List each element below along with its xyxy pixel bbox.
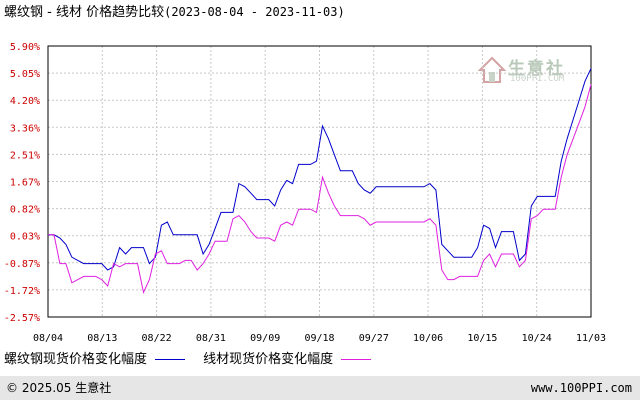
x-tick-label: 08/04 [33,333,63,344]
series-line-wire-rod[interactable] [48,84,592,294]
y-tick-label: 3.36% [10,123,40,134]
footer-copyright: © 2025.05 生意社 [6,381,112,395]
watermark-brand: 生意社 [508,59,565,79]
x-tick-label: 09/18 [304,333,334,344]
y-tick-label: 0.03% [10,232,40,243]
legend-label-rebar: 螺纹钢现货价格变化幅度 [4,352,148,367]
x-axis: 08/04 08/13 08/22 08/31 09/09 09/18 09/27 10/06… [33,333,606,344]
footer-bar: © 2025.05 生意社 www.100PPI.com [0,376,640,400]
x-tick-label: 10/06 [413,333,443,344]
house-logo-icon [478,56,506,83]
legend-swatch-rebar [155,359,186,360]
chart-title: 螺纹钢 - 线材 价格趋势比较(2023-08-04 - 2023-11-03) [4,2,345,22]
legend-item-rebar[interactable]: 螺纹钢现货价格变化幅度 [4,352,197,367]
x-tick-label: 09/27 [359,333,389,344]
chart-grid [48,46,591,317]
y-tick-label: 2.51% [10,150,40,161]
x-tick-label: 10/24 [522,333,552,344]
x-tick-label: 08/13 [87,333,117,344]
y-tick-label: -0.87% [4,259,40,270]
x-tick-label: 08/22 [142,333,172,344]
y-tick-label: 0.82% [10,205,40,216]
y-tick-label: -2.57% [4,313,40,324]
y-tick-label: 5.05% [10,69,40,80]
y-tick-label: 1.67% [10,178,40,189]
x-tick-label: 11/03 [576,333,606,344]
x-tick-label: 08/31 [196,333,226,344]
y-axis: 5.90% 5.05% 4.20% 3.36% 2.51% 1.67% 0.82% 0.03%… [4,42,40,324]
plot-area [47,45,592,318]
legend: 螺纹钢现货价格变化幅度 线材现货价格变化幅度 [4,350,379,370]
legend-label-wire-rod: 线材现货价格变化幅度 [203,352,334,367]
chart-title-text: 螺纹钢 - 线材 价格趋势比较 [4,5,165,20]
legend-item-wire-rod[interactable]: 线材现货价格变化幅度 [203,352,379,367]
series-line-rebar[interactable] [48,68,592,271]
legend-swatch-wire-rod [341,359,372,360]
y-tick-label: 4.20% [10,96,40,107]
x-tick-label: 10/15 [467,333,497,344]
y-tick-label: 5.90% [10,42,40,53]
y-tick-label: -1.72% [4,286,40,297]
x-tick-label: 09/09 [250,333,280,344]
chart-date-range: (2023-08-04 - 2023-11-03) [164,5,345,19]
series-group [48,68,592,294]
footer-site-link[interactable]: www.100PPI.com [530,381,632,395]
